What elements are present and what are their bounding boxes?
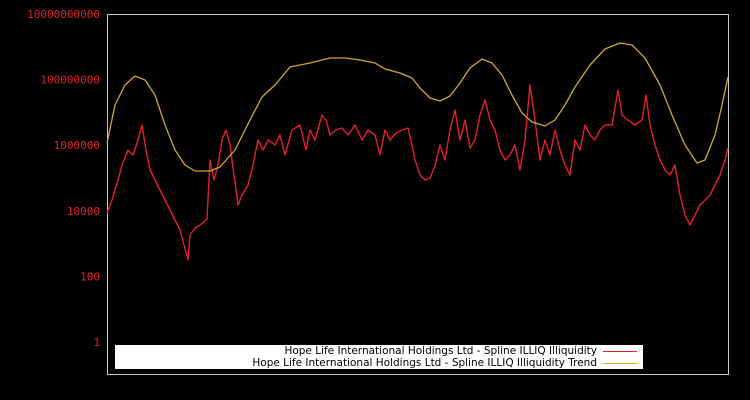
legend-item-trend: Hope Life International Holdings Ltd - S…	[252, 357, 597, 369]
y-axis: 10000000000 100000000 1000000 10000 100 1	[27, 8, 100, 349]
legend-swatch-illiquidity	[603, 351, 637, 352]
y-tick-label: 100	[80, 270, 100, 283]
y-tick-label: 1000000	[54, 139, 100, 152]
y-tick-label: 100000000	[40, 74, 100, 87]
y-tick-label: 1	[93, 336, 100, 349]
legend: Hope Life International Holdings Ltd - S…	[115, 345, 643, 369]
legend-swatch-trend	[603, 363, 637, 364]
legend-item-illiquidity: Hope Life International Holdings Ltd - S…	[284, 345, 597, 357]
series-layer	[106, 42, 729, 261]
illiquidity-line	[106, 84, 729, 261]
legend-label-trend: Hope Life International Holdings Ltd - S…	[252, 357, 597, 369]
plot-frame	[107, 14, 729, 375]
y-tick-label: 10000	[67, 205, 100, 218]
legend-label-illiquidity: Hope Life International Holdings Ltd - S…	[284, 345, 597, 357]
y-tick-label: 10000000000	[27, 8, 100, 21]
trend-line	[106, 42, 729, 172]
